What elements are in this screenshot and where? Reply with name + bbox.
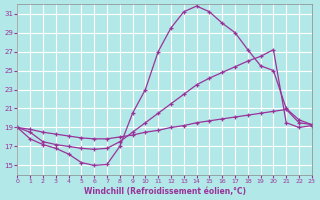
X-axis label: Windchill (Refroidissement éolien,°C): Windchill (Refroidissement éolien,°C)	[84, 187, 245, 196]
